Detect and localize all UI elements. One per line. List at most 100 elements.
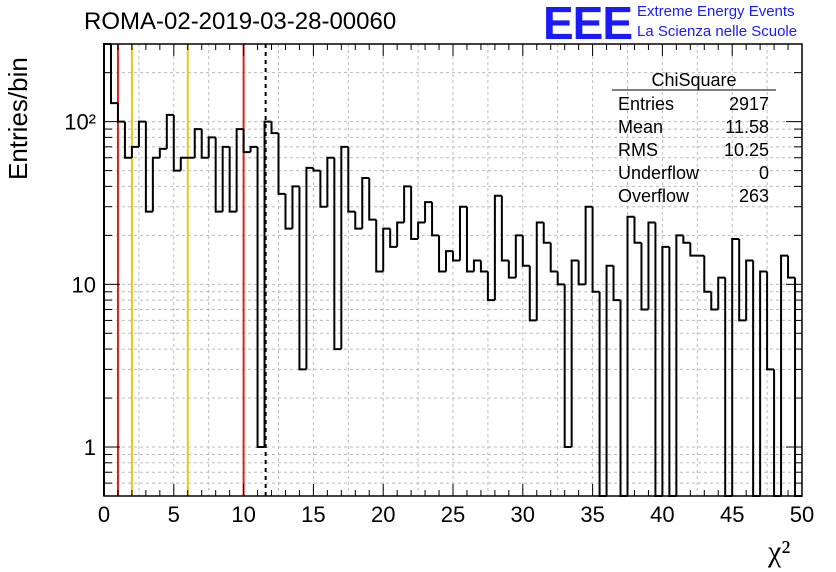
y-tick-label: 10² — [64, 110, 96, 135]
histogram-bin-step — [438, 235, 447, 273]
histogram-bin-step — [452, 251, 460, 262]
x-tick-label: 30 — [511, 502, 535, 527]
histogram-bin — [626, 215, 635, 496]
histogram-bin — [598, 291, 607, 497]
stats-value: 11.58 — [725, 117, 769, 137]
histogram-bin — [752, 260, 761, 497]
histogram-bin-step — [556, 271, 565, 286]
histogram-bin — [361, 177, 370, 229]
histogram-bin — [431, 202, 440, 237]
histogram-bin — [458, 205, 467, 261]
histogram-bin — [438, 235, 447, 273]
histogram-bin — [354, 211, 363, 230]
stats-value: 263 — [739, 186, 769, 206]
histogram-bin-step — [493, 194, 502, 301]
histogram-bin-step — [458, 205, 467, 261]
histogram-bin — [298, 186, 307, 371]
histogram-bin-step — [158, 147, 167, 158]
stats-value: 2917 — [729, 94, 769, 114]
histogram-bin — [340, 145, 349, 350]
histogram-bin — [542, 222, 551, 244]
histogram-bin-step — [598, 291, 607, 497]
histogram-bin-step — [130, 145, 139, 158]
histogram-bin — [514, 234, 523, 278]
histogram-bin — [731, 237, 740, 496]
histogram-bin-step — [745, 259, 754, 321]
histogram-bin-step — [193, 128, 202, 158]
histogram-bin — [382, 227, 391, 272]
histogram-bin — [165, 113, 174, 149]
histogram-bin-step — [319, 170, 328, 208]
histogram-bin-step — [116, 103, 125, 123]
histogram-bin-step — [577, 260, 586, 286]
chart-title: ROMA-02-2019-03-28-00060 — [84, 8, 397, 35]
histogram-bin — [207, 136, 216, 158]
x-axis-label: χ² — [768, 535, 791, 568]
histogram-bin-step — [249, 145, 258, 153]
histogram-bin-step — [312, 167, 321, 172]
histogram-bin-step — [780, 254, 789, 496]
histogram-bin — [319, 170, 328, 208]
histogram-bin-step — [305, 166, 314, 370]
histogram-bin — [661, 245, 670, 496]
histogram-bin-step — [123, 121, 132, 159]
histogram-bin — [172, 114, 181, 172]
histogram-bin — [584, 205, 593, 285]
histogram-bin-step — [179, 156, 188, 171]
x-tick-label: 5 — [168, 502, 180, 527]
histogram-bin — [130, 145, 139, 158]
histogram-bin-step — [242, 129, 251, 154]
histogram-bin-step — [214, 137, 223, 213]
histogram-bin — [500, 195, 509, 262]
histogram-bin — [305, 166, 314, 370]
histogram-bin — [570, 259, 579, 448]
histogram-bin — [193, 128, 202, 158]
histogram-bin-step — [479, 260, 488, 273]
histogram-bin-step — [500, 195, 509, 262]
histogram-bin-step — [507, 260, 516, 279]
histogram-bin — [486, 271, 495, 302]
histogram-bin-step — [654, 222, 663, 497]
histogram-bin — [472, 259, 481, 272]
histogram-bin — [556, 271, 565, 286]
histogram-bin-step — [682, 235, 691, 244]
histogram-bin-step — [640, 242, 649, 311]
histogram-bin — [256, 146, 265, 449]
histogram-bin-step — [228, 146, 237, 213]
histogram-bin-step — [263, 120, 272, 448]
histogram-bin-step — [354, 211, 363, 230]
histogram-bin-step — [172, 114, 181, 172]
stats-value: 0 — [759, 163, 769, 183]
histogram-bin-step — [417, 221, 426, 239]
histogram-bin-step — [403, 185, 412, 223]
histogram-bin — [368, 178, 377, 221]
histogram-bin — [410, 186, 419, 240]
histogram-bin-step — [675, 234, 684, 496]
histogram-bin — [493, 194, 502, 301]
histogram-bin — [179, 156, 188, 171]
histogram-bin — [521, 235, 530, 267]
histogram-bin-step — [710, 291, 719, 311]
histogram-bin-step — [647, 221, 656, 310]
histogram-bin-step — [703, 255, 712, 293]
histogram-bin-step — [333, 157, 342, 351]
histogram-bin — [137, 120, 146, 147]
histogram-bin-step — [151, 156, 160, 212]
histogram-bin-step — [472, 259, 481, 272]
histogram-bin — [389, 228, 398, 248]
histogram-bin — [235, 128, 244, 212]
histogram-bin-step — [738, 238, 747, 322]
histogram-bin — [452, 251, 460, 262]
histogram-bin-step — [528, 265, 537, 322]
histogram-bin-step — [612, 265, 621, 302]
histogram-bin — [109, 44, 118, 105]
histogram-bin-step — [766, 271, 775, 371]
y-tick-label: 10 — [72, 272, 96, 297]
x-tick-label: 45 — [720, 502, 744, 527]
histogram-bin — [703, 255, 712, 293]
histogram-bin — [270, 121, 279, 135]
histogram-bin — [563, 284, 572, 449]
histogram-bin-step — [396, 221, 405, 247]
histogram-bin-step — [535, 221, 544, 321]
